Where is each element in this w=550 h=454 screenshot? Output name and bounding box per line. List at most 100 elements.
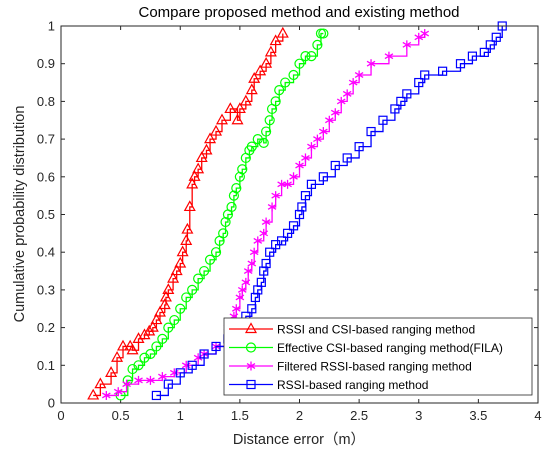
data-point [181,360,191,370]
asterisk-stroke [295,162,304,169]
data-point [116,339,130,351]
data-point [258,137,269,148]
data-point [491,32,501,42]
y-tick-label: 0 [48,396,55,411]
asterisk-stroke [271,192,280,199]
axis-ticks: 0 0.5 1 1.5 2 2.5 3 3.5 4 0 0.1 0.2 0.3 0.4 0.5 0.6 0.7 0… [37,19,542,424]
legend-label: Effective CSI-based ranging method(FILA) [277,341,503,355]
x-tick-label: 1.5 [231,408,249,423]
data-point [150,313,163,325]
data-point [396,96,406,107]
data-point [259,228,269,238]
asterisk-stroke [384,53,394,60]
asterisk-stroke [283,181,292,188]
data-point [192,162,205,174]
asterisk-stroke [122,381,131,388]
data-point [145,348,156,360]
series-layer [87,21,507,401]
data-point [183,200,196,212]
asterisk-stroke [249,249,259,256]
asterisk-stroke [146,377,155,384]
asterisk-stroke [158,373,167,380]
asterisk-stroke [420,30,430,37]
data-point [318,28,329,39]
data-point [143,324,156,336]
data-point [218,228,229,239]
data-point [261,126,272,137]
asterisk-stroke [134,377,143,384]
data-point [243,266,253,276]
data-point [366,126,376,137]
asterisk-stroke [342,90,352,97]
data-point [265,247,275,257]
asterisk-stroke [253,237,263,244]
y-tick-label: 0.1 [37,358,55,373]
data-point [267,202,277,212]
data-point [181,292,192,303]
data-point [105,366,118,377]
asterisk-stroke [336,98,346,105]
data-point [260,56,273,68]
asterisk-stroke [354,72,364,78]
data-point [146,375,155,385]
data-point [261,217,271,227]
data-point [204,132,217,144]
x-tick-label: 0 [57,408,64,423]
asterisk-stroke [301,154,310,161]
data-point [282,228,293,238]
data-point [348,78,358,88]
data-point [228,190,240,201]
data-point [122,379,131,389]
data-point [111,351,124,362]
legend-marker [244,322,258,334]
data-point [277,236,287,246]
data-point [159,290,172,302]
data-point [245,83,258,95]
data-point [294,58,305,69]
asterisk-stroke [313,136,322,143]
data-point [174,256,187,268]
data-point [342,89,352,99]
data-point [235,292,245,302]
data-point [224,102,237,114]
data-point [132,332,145,344]
data-point [163,322,174,333]
asterisk-stroke [261,219,271,225]
data-point [264,115,275,126]
data-point [261,258,271,269]
data-point [210,124,223,136]
legend-marker [246,361,256,371]
data-point [274,84,285,96]
data-point [187,360,197,370]
data-point [318,172,328,182]
asterisk-stroke [307,143,316,150]
data-point [307,142,316,152]
legend-marker [245,342,257,353]
series-0 [87,26,289,400]
data-point [94,377,107,389]
asterisk-stroke [259,230,269,237]
data-point [336,96,346,106]
x-tick-label: 2 [296,408,303,423]
data-point [283,179,292,189]
data-point [169,314,180,326]
data-point [280,77,291,88]
data-point [249,247,259,257]
data-point [300,191,311,201]
legend-label: RSSI-based ranging method [277,378,428,392]
data-point [378,115,388,125]
data-point [319,127,328,137]
asterisk-stroke [324,117,334,124]
data-point [200,143,213,155]
data-point [163,379,173,389]
data-point [231,183,242,194]
asterisk-stroke [267,204,277,210]
x-tick-label: 2.5 [350,408,368,423]
asterisk-stroke [246,363,256,369]
data-point [237,164,248,175]
data-point [215,113,229,125]
data-point [324,115,334,125]
data-point [186,177,199,189]
asterisk-stroke [243,268,253,275]
data-point [313,134,322,144]
